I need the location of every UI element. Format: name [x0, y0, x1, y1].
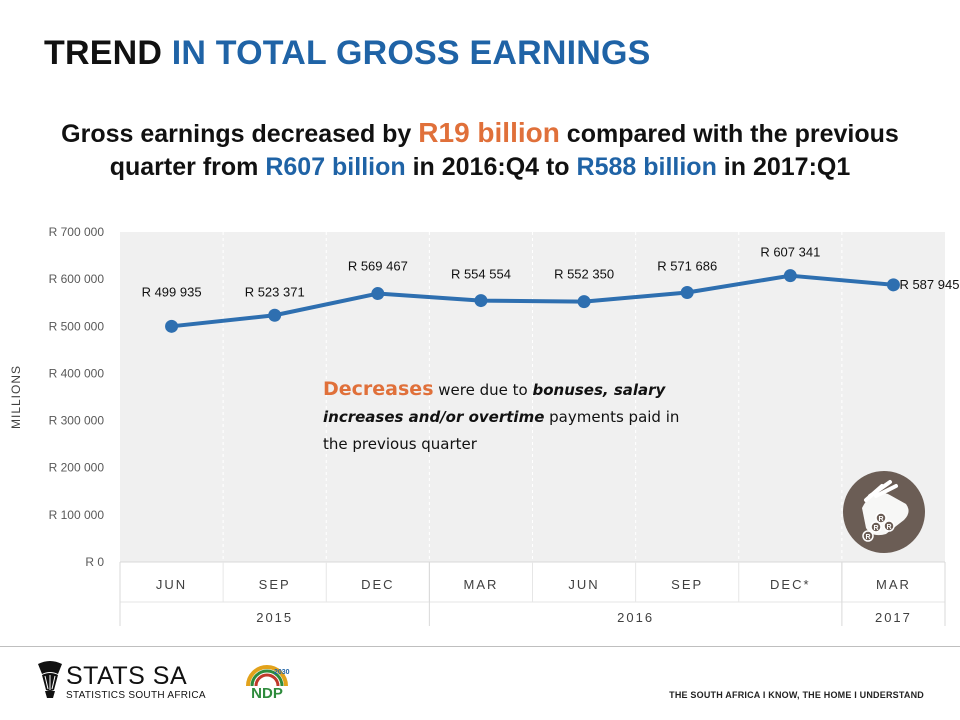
- data-label: R 587 945: [899, 277, 959, 292]
- y-axis-label: MILLIONS: [9, 365, 23, 429]
- headline-text-e: in 2017:Q1: [716, 153, 851, 181]
- ndp-year: 2030: [274, 669, 290, 676]
- annotation-highlight: Decreases: [323, 378, 434, 400]
- data-point: [577, 295, 591, 309]
- title-part-1: TREND: [44, 34, 163, 72]
- ndp-text: NDP: [251, 685, 283, 702]
- x-tick-label: JUN: [156, 577, 187, 592]
- slogan: THE SOUTH AFRICA I KNOW, THE HOME I UNDE…: [669, 690, 924, 700]
- hand-fingers: [864, 480, 898, 502]
- data-label: R 571 686: [657, 258, 717, 273]
- data-label: R 499 935: [142, 284, 202, 299]
- x-tick-label: JUN: [568, 577, 599, 592]
- page-title: TREND IN TOTAL GROSS EARNINGS: [44, 34, 651, 73]
- coin-letter: R: [873, 525, 878, 532]
- headline-value-2: R588 billion: [576, 153, 717, 181]
- annotation-text-1: were due to: [433, 381, 533, 399]
- headline-line-1: Gross earnings decreased by R19 billion …: [0, 116, 960, 151]
- y-tick-label: R 400 000: [49, 366, 105, 380]
- x-tick-label: SEP: [259, 577, 291, 592]
- headline-highlight: R19 billion: [418, 117, 560, 148]
- annotation-bold: bonuses, salary increases and/or overtim…: [323, 381, 666, 426]
- coin-letter: R: [886, 524, 891, 531]
- headline-text-d: in 2016:Q4 to: [405, 153, 577, 181]
- chart-annotation: Decreases were due to bonuses, salary in…: [323, 376, 683, 458]
- headline-line-2: quarter from R607 billion in 2016:Q4 to …: [0, 151, 960, 184]
- data-label: R 554 554: [451, 267, 511, 282]
- data-point: [165, 319, 179, 333]
- y-tick-label: R 300 000: [49, 414, 105, 428]
- x-tick-label: DEC*: [770, 577, 811, 592]
- coin: [862, 530, 874, 542]
- coin: [875, 512, 887, 524]
- y-tick-label: R 100 000: [49, 508, 105, 522]
- data-point: [371, 287, 385, 301]
- title-part-2: IN TOTAL GROSS EARNINGS: [171, 34, 651, 72]
- headline-value-1: R607 billion: [265, 153, 406, 181]
- y-tick-label: R 200 000: [49, 461, 105, 475]
- headline-text-c: quarter from: [109, 153, 266, 181]
- data-point: [886, 278, 900, 292]
- data-point: [680, 285, 694, 299]
- y-tick-label: R 0: [85, 555, 104, 569]
- headline: Gross earnings decreased by R19 billion …: [0, 116, 960, 184]
- coin: [870, 521, 882, 533]
- footer-divider: [0, 646, 960, 647]
- annotation-text-2: payments paid in the previous quarter: [323, 408, 680, 453]
- coin: [883, 520, 895, 532]
- y-tick-label: R 700 000: [49, 225, 105, 239]
- y-tick-label: R 500 000: [49, 319, 105, 333]
- x-tick-label: SEP: [671, 577, 703, 592]
- data-point: [783, 269, 797, 283]
- coin-letter: R: [865, 534, 870, 541]
- data-point: [474, 294, 488, 308]
- headline-text-a: Gross earnings decreased by: [61, 120, 419, 148]
- year-label: 2015: [256, 610, 293, 625]
- x-tick-label: MAR: [463, 577, 498, 592]
- x-tick-label: MAR: [876, 577, 911, 592]
- data-label: R 523 371: [245, 284, 305, 299]
- year-label: 2016: [617, 610, 654, 625]
- data-label: R 552 350: [554, 267, 614, 282]
- y-tick-label: R 600 000: [49, 272, 105, 286]
- org-subtitle: STATISTICS SOUTH AFRICA: [66, 690, 206, 701]
- data-label: R 607 341: [760, 245, 820, 260]
- data-point: [268, 308, 282, 322]
- year-label: 2017: [875, 610, 912, 625]
- line-chart: R 0 R 100 000 R 200 000 R 300 000 R 400 000 R…: [9, 225, 959, 626]
- coin-letter: R: [878, 516, 883, 523]
- data-label: R 569 467: [348, 259, 408, 274]
- ndp-logo-icon: 2030 NDP: [246, 665, 290, 702]
- x-tick-label: DEC: [361, 577, 394, 592]
- stats-sa-logo-icon: [38, 661, 62, 698]
- org-name: STATS SA: [66, 662, 188, 690]
- headline-text-b: compared with the previous: [559, 120, 899, 148]
- series-line: [171, 273, 894, 329]
